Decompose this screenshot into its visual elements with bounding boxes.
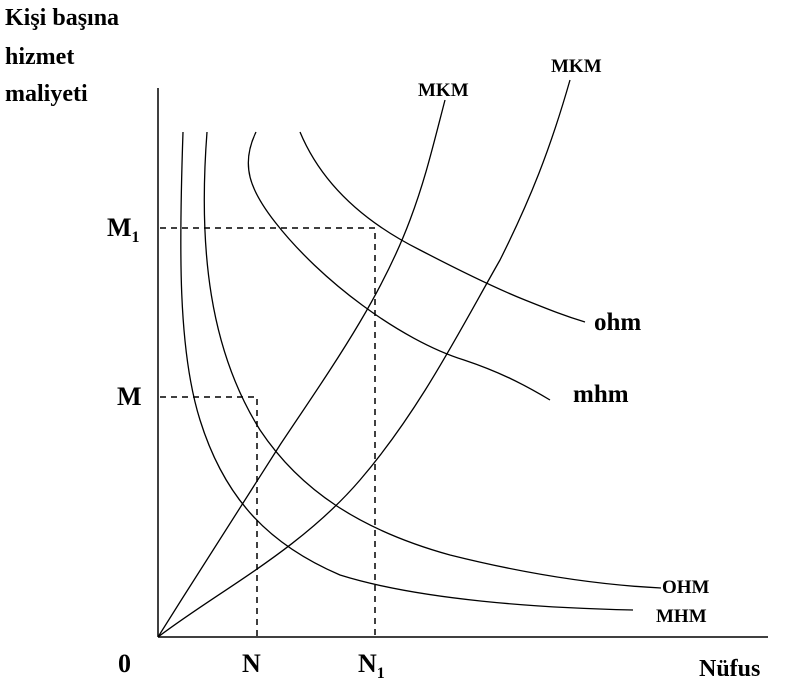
- origin-label: 0: [118, 649, 131, 678]
- ohm-upper-curve: [203, 131, 662, 589]
- guide-m: [160, 396, 258, 636]
- y-tick-m: M: [117, 382, 142, 411]
- y-axis-label-line-3: maliyeti: [5, 81, 88, 107]
- x-tick-n1: N1: [358, 649, 385, 681]
- mkm-outer-curve: [157, 79, 571, 638]
- ohm-upper-label: OHM: [662, 577, 710, 598]
- mkm-outer-label: MKM: [551, 56, 602, 77]
- mkm-inner-label: MKM: [418, 80, 469, 101]
- y-axis-label-line-2: hizmet: [5, 44, 74, 70]
- mhm-upper-label: mhm: [573, 381, 629, 408]
- y-tick-m1: M1: [107, 213, 140, 246]
- mhm-upper-curve: [247, 131, 551, 401]
- y-axis-label-line-1: Kişi başına: [5, 5, 119, 31]
- ohm-top-label: ohm: [594, 309, 641, 336]
- mhm-lower-curve: [180, 131, 634, 611]
- x-axis-label: Nüfus: [699, 656, 760, 681]
- x-tick-n: N: [242, 649, 261, 678]
- guide-m1: [160, 227, 376, 636]
- ohm-top-curve: [299, 131, 586, 323]
- mhm-lower-label: MHM: [656, 606, 707, 627]
- mkm-inner-curve: [157, 99, 446, 638]
